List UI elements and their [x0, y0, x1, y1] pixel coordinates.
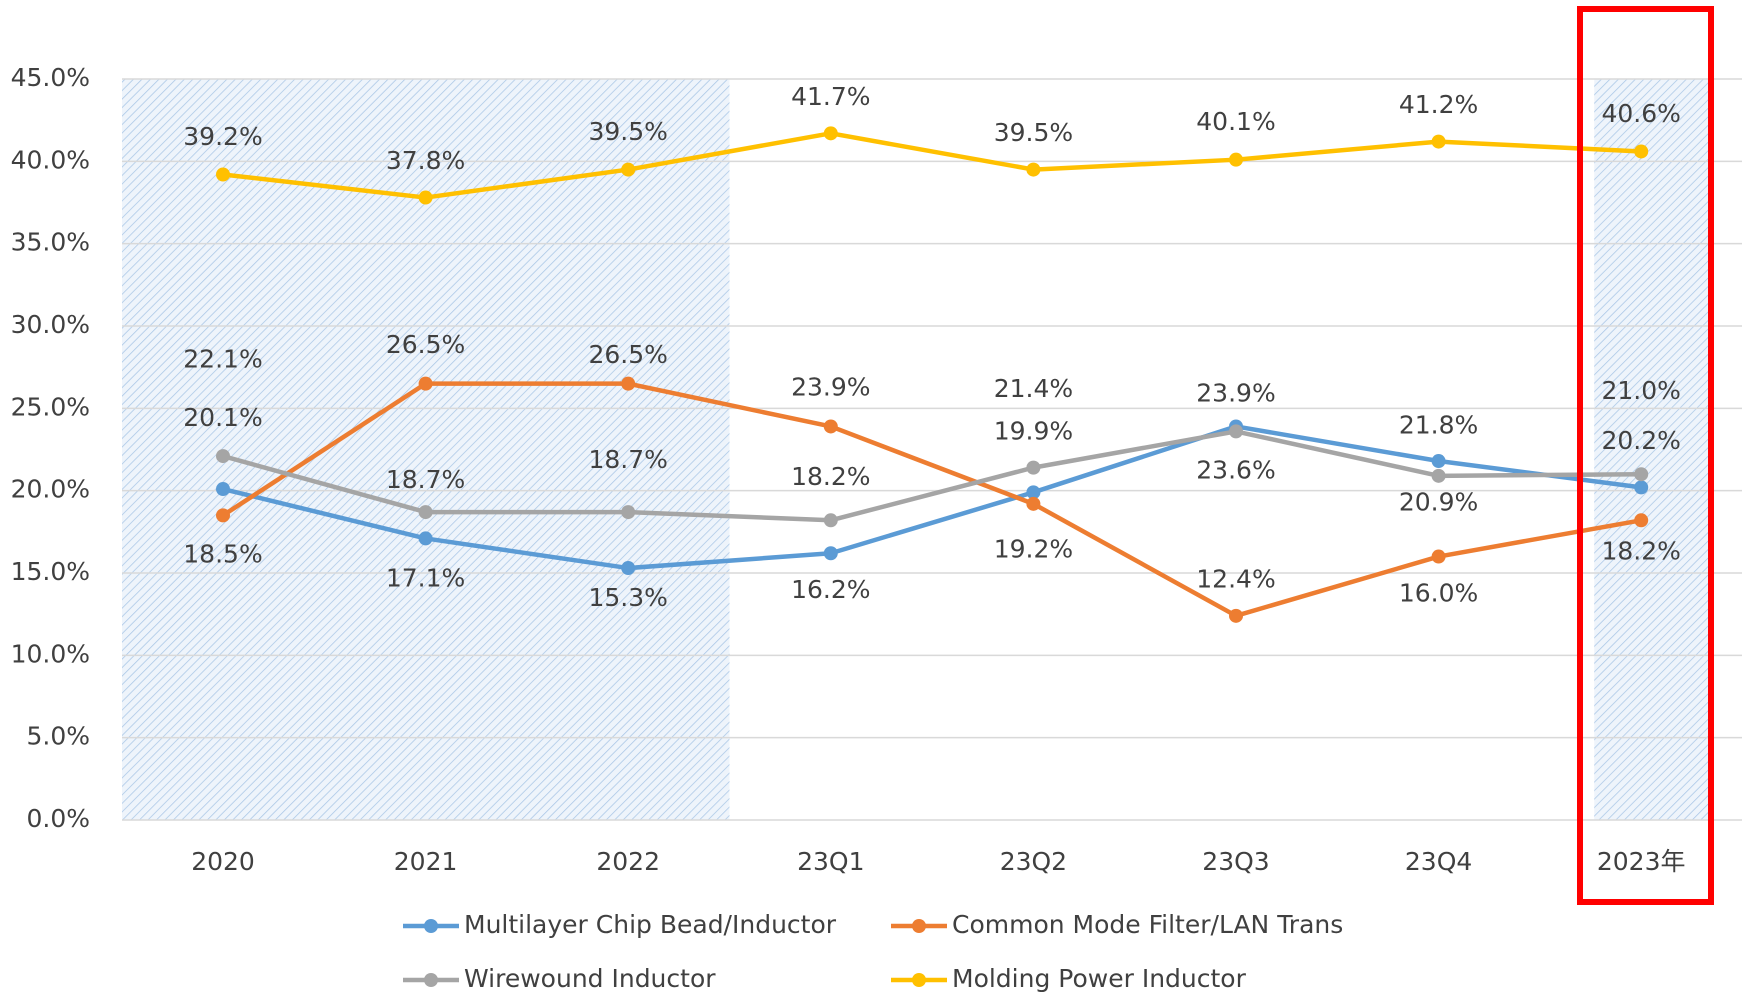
data-point: [1229, 152, 1243, 167]
data-label: 16.0%: [1399, 578, 1478, 607]
data-label: 18.5%: [183, 539, 262, 568]
data-label: 20.9%: [1399, 488, 1478, 517]
data-point: [823, 126, 838, 141]
data-label: 22.1%: [183, 345, 262, 374]
data-label: 23.6%: [1196, 455, 1275, 484]
y-tick-label: 30.0%: [11, 310, 90, 339]
data-label: 41.7%: [791, 82, 870, 111]
data-label: 21.8%: [1399, 411, 1478, 440]
data-point: [1634, 144, 1649, 159]
x-tick-label: 23Q3: [1202, 847, 1269, 876]
x-tick-label: 2021: [394, 847, 458, 876]
grid: 0.0% 5.0% 10.0% 15.0% 20.0% 25.0% 30.0% 35.0% 40…: [11, 63, 1742, 876]
data-label: 23.9%: [791, 373, 870, 402]
data-point: [1229, 424, 1243, 439]
data-label: 20.2%: [1601, 426, 1680, 455]
data-label: 19.9%: [994, 416, 1073, 445]
data-label: 18.2%: [791, 462, 870, 491]
data-point: [823, 419, 838, 434]
data-label: 17.1%: [386, 563, 465, 592]
data-point: [823, 546, 838, 561]
data-label: 26.5%: [386, 330, 465, 359]
data-point: [621, 376, 636, 391]
data-point: [418, 505, 433, 520]
data-point: [1431, 549, 1446, 564]
data-label: 40.6%: [1601, 99, 1680, 128]
legend-marker: [912, 919, 926, 933]
data-point: [418, 376, 433, 391]
data-point: [823, 513, 838, 528]
legend-label: Common Mode Filter/LAN Trans: [952, 910, 1343, 939]
data-label: 18.7%: [386, 465, 465, 494]
data-label: 18.2%: [1601, 536, 1680, 565]
data-label: 19.2%: [994, 534, 1073, 563]
data-point: [216, 482, 230, 497]
series-line: [222, 424, 1642, 571]
data-label: 12.4%: [1196, 564, 1275, 593]
data-point: [1026, 485, 1041, 500]
data-label: 21.0%: [1601, 376, 1680, 405]
data-label: 20.1%: [183, 403, 262, 432]
series-line: [222, 131, 1642, 200]
highlight-box: [1577, 6, 1714, 905]
data-label: 15.3%: [588, 583, 667, 612]
legend-marker: [912, 973, 926, 987]
legend-marker: [424, 919, 438, 933]
data-label: 21.4%: [994, 374, 1073, 403]
y-tick-label: 15.0%: [11, 557, 90, 586]
data-point: [1634, 513, 1649, 528]
series-line: [222, 429, 1642, 523]
legend-label: Molding Power Inductor: [952, 964, 1247, 993]
x-tick-label: 23Q1: [797, 847, 864, 876]
data-point: [1431, 134, 1446, 149]
data-point: [216, 167, 230, 182]
x-tick-label: 2023年: [1597, 847, 1686, 876]
y-tick-label: 35.0%: [11, 228, 90, 257]
data-label: 23.9%: [1196, 378, 1275, 407]
data-point: [1026, 162, 1041, 177]
data-point: [216, 508, 230, 523]
data-label: 26.5%: [588, 340, 667, 369]
y-tick-label: 45.0%: [11, 63, 90, 92]
y-tick-label: 25.0%: [11, 392, 90, 421]
y-tick-label: 5.0%: [26, 722, 90, 751]
y-tick-label: 40.0%: [11, 145, 90, 174]
data-label: 18.7%: [588, 445, 667, 474]
data-point: [418, 531, 433, 546]
y-tick-label: 0.0%: [26, 804, 90, 833]
series-line: [221, 381, 1642, 619]
data-point: [1634, 480, 1649, 495]
data-point: [1431, 454, 1446, 469]
data-point: [621, 505, 636, 520]
data-point: [216, 449, 230, 464]
data-point: [1634, 467, 1649, 482]
data-point: [621, 561, 636, 576]
legend-label: Multilayer Chip Bead/Inductor: [464, 910, 837, 939]
data-label: 39.5%: [588, 117, 667, 146]
data-point: [1431, 468, 1446, 483]
legend-marker: [424, 973, 438, 987]
data-point: [1026, 460, 1041, 475]
legend-label: Wirewound Inductor: [464, 964, 716, 993]
data-label: 40.1%: [1196, 107, 1275, 136]
data-label: 37.8%: [386, 146, 465, 175]
data-label: 39.2%: [183, 122, 262, 151]
shade: [1594, 79, 1712, 820]
data-point: [1026, 496, 1041, 511]
y-tick-label: 20.0%: [11, 475, 90, 504]
data-label: 39.5%: [994, 118, 1073, 147]
data-point: [621, 162, 636, 177]
data-point: [1229, 608, 1243, 623]
data-label: 41.2%: [1399, 90, 1478, 119]
data-point: [418, 190, 433, 205]
x-tick-label: 2022: [596, 847, 660, 876]
plot: 20.1% 17.1% 15.3% 16.2% 19.9% 23.9% 21.8% 20.2%…: [183, 82, 1681, 993]
x-tick-label: 23Q4: [1405, 847, 1472, 876]
x-tick-label: 2020: [191, 847, 255, 876]
data-label: 16.2%: [791, 575, 870, 604]
x-tick-label: 23Q2: [1000, 847, 1067, 876]
y-tick-label: 10.0%: [11, 639, 90, 668]
